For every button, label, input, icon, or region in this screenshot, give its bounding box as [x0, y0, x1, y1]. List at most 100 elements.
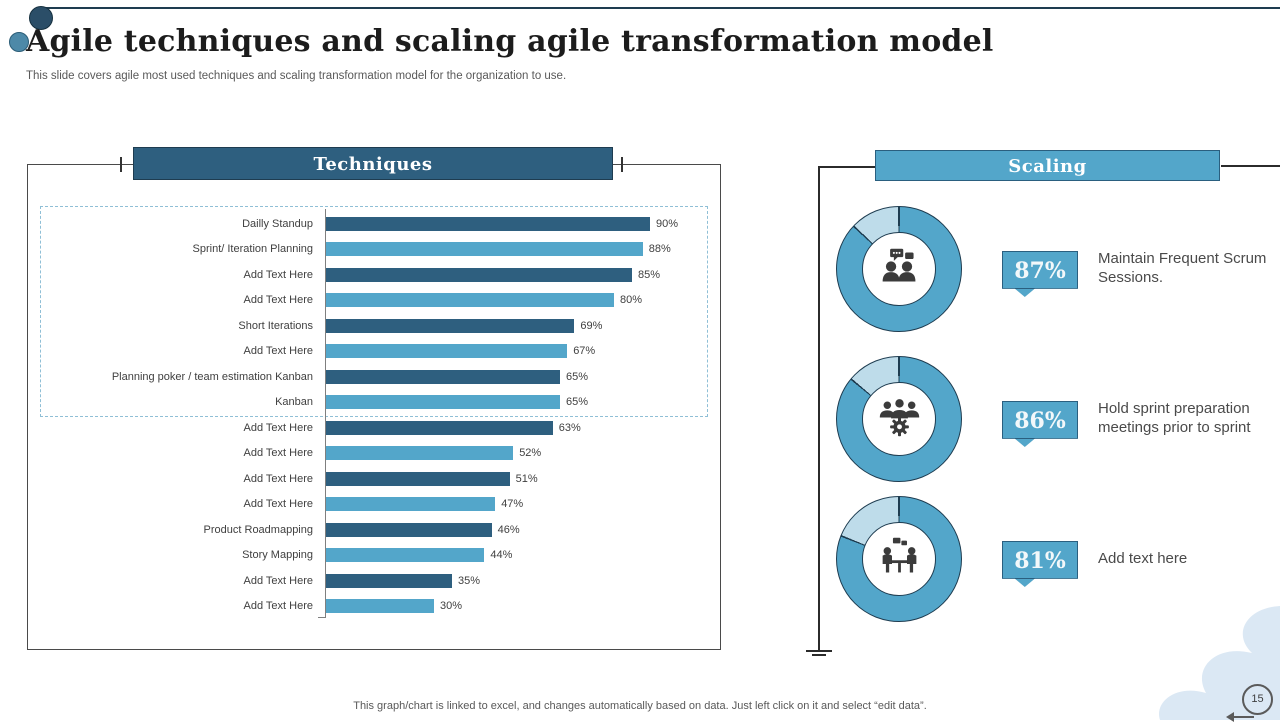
- scaling-caption: Add text here: [1098, 549, 1188, 567]
- bar-track: 51%: [326, 471, 706, 486]
- bar[interactable]: [326, 216, 650, 231]
- scaling-donut-chart[interactable]: [836, 206, 962, 332]
- bar[interactable]: [326, 599, 434, 614]
- bar[interactable]: [326, 395, 560, 410]
- bar[interactable]: [326, 471, 510, 486]
- connector-ground-mark: [812, 654, 826, 656]
- bar-track: 47%: [326, 497, 706, 512]
- bar[interactable]: [326, 522, 492, 537]
- bar-row[interactable]: Add Text Here 80%: [42, 288, 706, 314]
- team-gear-icon: [877, 394, 922, 444]
- bar-label: Add Text Here: [243, 345, 313, 358]
- bar[interactable]: [326, 318, 575, 333]
- bar-row[interactable]: Story Mapping 44%: [42, 543, 706, 569]
- bar-row[interactable]: Add Text Here 67%: [42, 339, 706, 365]
- meeting-table-icon: [877, 534, 922, 584]
- bar-row[interactable]: Sprint/ Iteration Planning 88%: [42, 237, 706, 263]
- top-accent-line: [36, 7, 1280, 9]
- scaling-caption: Hold sprint preparation meetings prior t…: [1098, 400, 1251, 436]
- scaling-donut-chart[interactable]: [836, 496, 962, 622]
- decor-dot-light: [9, 32, 29, 52]
- bar-chart-axis: [325, 209, 326, 618]
- bar-label: Dailly Standup: [242, 217, 313, 230]
- bar-chart-axis-tick: [318, 617, 326, 618]
- bar-label: Add Text Here: [243, 472, 313, 485]
- bar[interactable]: [326, 242, 643, 257]
- bar-track: 90%: [326, 216, 706, 231]
- bar[interactable]: [326, 369, 560, 384]
- scaling-header[interactable]: Scaling: [875, 150, 1220, 181]
- bar-label: Add Text Here: [243, 268, 313, 281]
- percent-badge-label: 87%: [1002, 251, 1078, 289]
- bar-row[interactable]: Planning poker / team estimation Kanban 6…: [42, 364, 706, 390]
- percent-badge[interactable]: 87%: [1002, 251, 1078, 297]
- bar-track: 65%: [326, 395, 706, 410]
- scaling-connector-branch: [820, 166, 875, 168]
- bar-value: 65%: [566, 396, 589, 409]
- footer-note: This graph/chart is linked to excel, and…: [353, 700, 927, 712]
- page-arrow-head-icon: [1226, 712, 1234, 722]
- bar-track: 69%: [326, 318, 706, 333]
- bar-row[interactable]: Add Text Here 30%: [42, 594, 706, 620]
- bar[interactable]: [326, 497, 496, 512]
- bar-row[interactable]: Add Text Here 63%: [42, 415, 706, 441]
- bar[interactable]: [326, 344, 568, 359]
- donut-hole: [862, 382, 936, 456]
- bar-label: Add Text Here: [243, 574, 313, 587]
- bar[interactable]: [326, 293, 614, 308]
- bar-track: 30%: [326, 599, 706, 614]
- bar-label: Add Text Here: [243, 447, 313, 460]
- bar-row[interactable]: Add Text Here 52%: [42, 441, 706, 467]
- donut-hole: [862, 232, 936, 306]
- bar-label: Kanban: [275, 396, 313, 409]
- bar-row[interactable]: Add Text Here 35%: [42, 568, 706, 594]
- bar-label: Add Text Here: [243, 294, 313, 307]
- bar[interactable]: [326, 267, 632, 282]
- bar-value: 44%: [490, 549, 513, 562]
- page-title: Agile techniques and scaling agile trans…: [26, 24, 994, 59]
- bar-value: 80%: [620, 294, 643, 307]
- connector-tick-left: [120, 157, 122, 172]
- bar[interactable]: [326, 573, 452, 588]
- bar-row[interactable]: Add Text Here 47%: [42, 492, 706, 518]
- page-arrow-icon: [1232, 716, 1254, 718]
- bar-value: 90%: [656, 217, 679, 230]
- bar-row[interactable]: Short Iterations 69%: [42, 313, 706, 339]
- percent-badge[interactable]: 81%: [1002, 541, 1078, 587]
- bar-row[interactable]: Add Text Here 85%: [42, 262, 706, 288]
- bar-track: 65%: [326, 369, 706, 384]
- bar-row[interactable]: Add Text Here 51%: [42, 466, 706, 492]
- techniques-bar-chart[interactable]: Dailly Standup 90% Sprint/ Iteration Plann…: [42, 211, 706, 619]
- decor-dot-dark: [29, 6, 53, 30]
- bar-value: 63%: [558, 421, 581, 434]
- bar-row[interactable]: Product Roadmapping 46%: [42, 517, 706, 543]
- percent-badge-label: 81%: [1002, 541, 1078, 579]
- bar-row[interactable]: Kanban 65%: [42, 390, 706, 416]
- techniques-header[interactable]: Techniques: [133, 147, 613, 180]
- bar-label: Story Mapping: [242, 549, 313, 562]
- percent-badge-label: 86%: [1002, 401, 1078, 439]
- percent-badge[interactable]: 86%: [1002, 401, 1078, 447]
- page-number-badge: 15: [1242, 684, 1273, 715]
- bar-value: 88%: [648, 243, 671, 256]
- bar-value: 46%: [497, 523, 520, 536]
- bar-track: 35%: [326, 573, 706, 588]
- bar-value: 69%: [580, 319, 603, 332]
- connector-ground-mark: [806, 650, 832, 652]
- bar-label: Product Roadmapping: [203, 523, 313, 536]
- page-subtitle: This slide covers agile most used techni…: [26, 70, 567, 82]
- bar-row[interactable]: Dailly Standup 90%: [42, 211, 706, 237]
- bar[interactable]: [326, 548, 485, 563]
- bar[interactable]: [326, 446, 514, 461]
- bar-track: 85%: [326, 267, 706, 282]
- bar-value: 65%: [566, 370, 589, 383]
- bar[interactable]: [326, 420, 553, 435]
- bar-value: 52%: [519, 447, 542, 460]
- scaling-connector-right: [1221, 165, 1280, 167]
- bar-value: 30%: [440, 600, 463, 613]
- bar-label: Short Iterations: [238, 319, 313, 332]
- bar-track: 44%: [326, 548, 706, 563]
- scaling-donut-chart[interactable]: [836, 356, 962, 482]
- bar-label: Add Text Here: [243, 498, 313, 511]
- bar-label: Add Text Here: [243, 421, 313, 434]
